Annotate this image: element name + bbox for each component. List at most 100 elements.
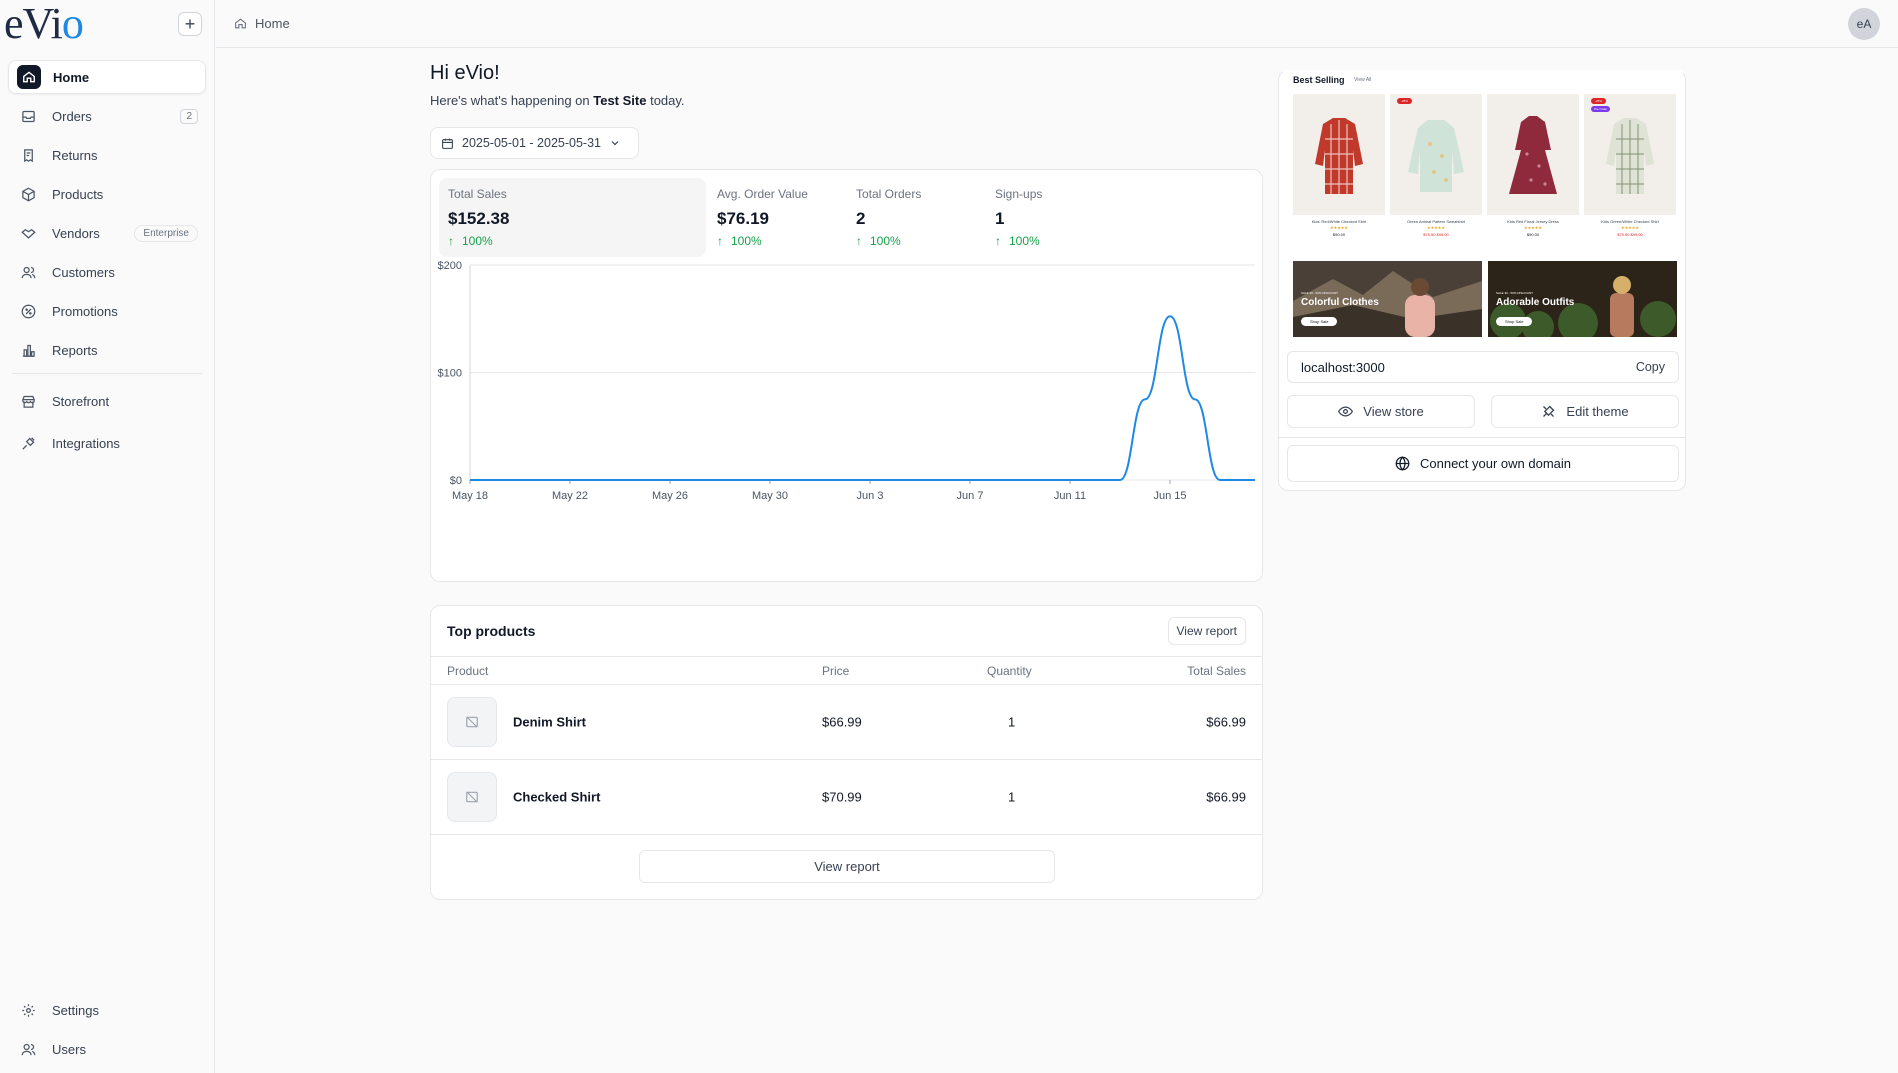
- copy-button[interactable]: Copy: [1635, 360, 1665, 374]
- avatar[interactable]: eA: [1848, 7, 1880, 40]
- sidebar-item-promotions[interactable]: Promotions: [8, 294, 206, 328]
- column-header-price[interactable]: Price: [822, 663, 850, 678]
- discount-tag: -25%: [1591, 98, 1607, 104]
- sidebar-item-settings[interactable]: Settings: [8, 993, 206, 1027]
- column-header-product[interactable]: Product: [447, 663, 489, 678]
- preview-banner: SALE 30 - 50% DISCOUNT Adorable Outfits …: [1488, 261, 1677, 337]
- kpi-value: 1: [995, 209, 1005, 228]
- view-store-label: View store: [1363, 404, 1424, 419]
- kpi-sign-ups[interactable]: Sign-ups 1 ↑ 100%: [986, 178, 1121, 257]
- storefront-card: Best Selling View All: [1278, 70, 1686, 491]
- top-products-header: Top products View report: [431, 606, 1262, 656]
- x-tick-label: May 18: [452, 490, 488, 502]
- edit-theme-label: Edit theme: [1566, 404, 1629, 419]
- preorder-tag: Pre Order: [1591, 106, 1611, 112]
- card-divider: [1279, 437, 1685, 438]
- enterprise-badge: Enterprise: [134, 224, 198, 242]
- rating-stars: ★★★★★: [1330, 225, 1348, 230]
- view-report-footer-button[interactable]: View report: [639, 850, 1055, 883]
- sidebar-item-home[interactable]: Home: [8, 60, 206, 94]
- view-report-button[interactable]: View report: [1167, 617, 1246, 645]
- connect-domain-label: Connect your own domain: [1419, 456, 1572, 471]
- kpi-change: ↑ 100%: [448, 234, 697, 248]
- banner-eyebrow: SALE 30 - 50% DISCOUNT: [1301, 291, 1339, 295]
- product-thumbnail: [447, 772, 497, 822]
- arrow-up-icon: ↑: [448, 234, 454, 248]
- sidebar-item-orders[interactable]: Orders 2: [8, 99, 206, 133]
- sidebar-nav: Home Orders 2 Returns Products Vendors: [0, 48, 214, 460]
- product-price: $70.99: [822, 789, 862, 805]
- storefront-preview[interactable]: Best Selling View All: [1283, 70, 1683, 340]
- add-button[interactable]: +: [178, 12, 202, 36]
- kpi-total-sales[interactable]: Total Sales $152.38 ↑ 100%: [439, 178, 706, 257]
- bar-chart-icon: [16, 338, 40, 362]
- x-tick-label: Jun 3: [857, 490, 884, 502]
- preview-product-tile: [1293, 94, 1385, 215]
- column-header-total-sales[interactable]: Total Sales: [1187, 663, 1246, 678]
- home-icon: [235, 18, 246, 29]
- y-tick-label: $200: [438, 260, 462, 272]
- kpi-total-orders[interactable]: Total Orders 2 ↑ 100%: [847, 178, 982, 257]
- table-row[interactable]: Denim Shirt $66.99 1 $66.99: [431, 685, 1262, 760]
- banner-title: Adorable Outfits: [1496, 297, 1575, 308]
- sidebar-item-label: Storefront: [52, 393, 110, 409]
- kpi-label: Sign-ups: [995, 187, 1043, 201]
- percent-icon: [16, 299, 40, 323]
- sidebar-item-products[interactable]: Products: [8, 177, 206, 211]
- arrow-up-icon: ↑: [995, 234, 1001, 248]
- arrow-up-icon: ↑: [856, 234, 862, 248]
- preview-product-price: $90.00: [1526, 232, 1540, 237]
- view-store-button[interactable]: View store: [1287, 395, 1475, 428]
- sidebar-item-customers[interactable]: Customers: [8, 255, 206, 289]
- x-tick-label: Jun 15: [1153, 490, 1186, 502]
- sidebar: eVi o + Home Orders 2 Returns: [0, 0, 215, 1073]
- banner-title: Colorful Clothes: [1301, 297, 1379, 308]
- preview-product-price: $75.50 $99.00: [1617, 232, 1643, 237]
- sidebar-item-returns[interactable]: Returns: [8, 138, 206, 172]
- edit-theme-button[interactable]: Edit theme: [1491, 395, 1679, 428]
- rating-stars: ★★★★★: [1524, 225, 1542, 230]
- breadcrumb[interactable]: Home: [234, 16, 290, 31]
- product-quantity: 1: [1008, 714, 1016, 730]
- store-icon: [16, 389, 40, 413]
- product-total: $66.99: [1206, 789, 1246, 805]
- home-icon: [17, 65, 41, 89]
- kpi-change: ↑ 100%: [717, 234, 834, 248]
- kpi-value: $152.38: [448, 209, 510, 228]
- kpi-change: ↑ 100%: [856, 234, 973, 248]
- kpi-label: Total Orders: [856, 187, 922, 201]
- product-name[interactable]: Checked Shirt: [513, 789, 601, 805]
- animal-sweatshirt-image: [1408, 120, 1464, 192]
- handshake-icon: [16, 221, 40, 245]
- preview-product-caption: Green Animal Pattern Sweatshirt: [1406, 219, 1466, 224]
- banner-button: Shop Sale: [1496, 317, 1533, 326]
- red-plaid-shirt-image: [1315, 118, 1363, 194]
- product-name[interactable]: Denim Shirt: [513, 714, 586, 730]
- sales-series-line: [470, 315, 1255, 482]
- logo[interactable]: eVi o: [4, 2, 84, 46]
- product-price: $66.99: [822, 714, 862, 730]
- kpi-change-value: 100%: [731, 234, 762, 248]
- banner-eyebrow: SALE 30 - 50% DISCOUNT: [1496, 291, 1534, 295]
- sidebar-item-label: Integrations: [52, 435, 120, 451]
- sidebar-item-users[interactable]: Users: [8, 1032, 206, 1066]
- sidebar-item-integrations[interactable]: Integrations: [8, 426, 206, 460]
- kpi-change: ↑ 100%: [995, 234, 1112, 248]
- column-header-quantity[interactable]: Quantity: [987, 663, 1032, 678]
- calendar-icon: [442, 138, 453, 149]
- store-url-field[interactable]: localhost:3000 Copy: [1287, 351, 1679, 383]
- connect-domain-button[interactable]: Connect your own domain: [1287, 445, 1679, 482]
- image-placeholder-icon: [466, 791, 478, 803]
- date-range-picker[interactable]: 2025-05-01 - 2025-05-31: [430, 127, 639, 159]
- kpi-change-value: 100%: [870, 234, 901, 248]
- table-header: Product Price Quantity Total Sales: [431, 656, 1262, 685]
- table-row[interactable]: Checked Shirt $70.99 1 $66.99: [431, 760, 1262, 835]
- kpi-avg-order-value[interactable]: Avg. Order Value $76.19 ↑ 100%: [708, 178, 843, 257]
- sales-line-chart: $0 $100 $200 May 18 May 22 May 26 May 30 Jun 3 J…: [438, 260, 1255, 502]
- kpi-value: $76.19: [717, 209, 769, 228]
- sidebar-item-vendors[interactable]: Vendors Enterprise: [8, 216, 206, 250]
- greeting-subtitle: Here's what's happening on Test Site tod…: [430, 93, 685, 108]
- sidebar-item-reports[interactable]: Reports: [8, 333, 206, 367]
- sidebar-item-storefront[interactable]: Storefront: [8, 384, 206, 418]
- product-thumbnail: [447, 697, 497, 747]
